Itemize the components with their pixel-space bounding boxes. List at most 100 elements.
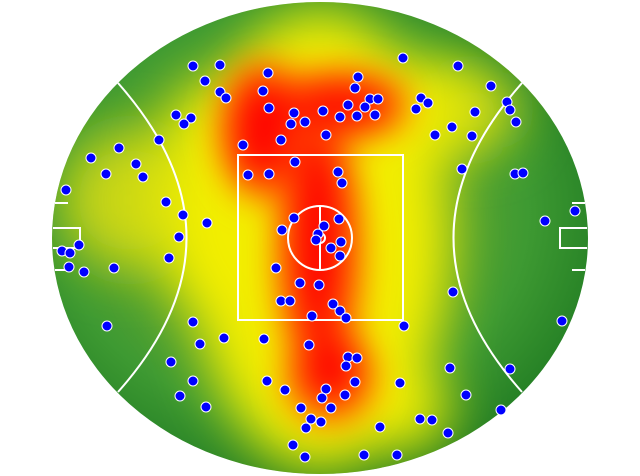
point: [466, 130, 478, 142]
point: [237, 139, 249, 151]
point: [288, 107, 300, 119]
point: [60, 184, 72, 196]
point: [200, 401, 212, 413]
point: [295, 402, 307, 414]
point: [262, 67, 274, 79]
point: [460, 389, 472, 401]
point: [270, 262, 282, 274]
point: [442, 427, 454, 439]
point: [349, 376, 361, 388]
point: [358, 449, 370, 461]
point: [414, 413, 426, 425]
point: [517, 167, 529, 179]
point: [336, 177, 348, 189]
point: [299, 116, 311, 128]
point: [257, 85, 269, 97]
point: [101, 320, 113, 332]
point: [100, 168, 112, 180]
point: [556, 315, 568, 327]
point: [187, 60, 199, 72]
point: [351, 352, 363, 364]
point: [242, 169, 254, 181]
point: [85, 152, 97, 164]
point: [108, 262, 120, 274]
point: [294, 277, 306, 289]
point: [285, 118, 297, 130]
points: [56, 52, 581, 463]
point: [187, 375, 199, 387]
point: [153, 134, 165, 146]
point: [299, 451, 311, 463]
point: [398, 320, 410, 332]
point: [349, 82, 361, 94]
point: [263, 168, 275, 180]
point: [374, 421, 386, 433]
point: [113, 142, 125, 154]
point: [194, 338, 206, 350]
point: [218, 332, 230, 344]
point: [394, 377, 406, 389]
point: [160, 196, 172, 208]
point: [452, 60, 464, 72]
point: [317, 105, 329, 117]
point: [310, 234, 322, 246]
point: [510, 116, 522, 128]
point: [447, 286, 459, 298]
point: [351, 110, 363, 122]
point: [173, 231, 185, 243]
point: [429, 129, 441, 141]
point: [199, 75, 211, 87]
point: [130, 158, 142, 170]
point: [64, 247, 76, 259]
point: [289, 156, 301, 168]
point: [410, 103, 422, 115]
point: [391, 449, 403, 461]
point: [263, 102, 275, 114]
point: [276, 224, 288, 236]
point: [303, 339, 315, 351]
point: [340, 312, 352, 324]
point: [170, 109, 182, 121]
point: [178, 118, 190, 130]
point: [316, 392, 328, 404]
point: [284, 295, 296, 307]
point: [495, 404, 507, 416]
point: [422, 97, 434, 109]
point: [300, 422, 312, 434]
point: [334, 305, 346, 317]
point: [287, 439, 299, 451]
heatmap: [52, 2, 588, 474]
point: [214, 59, 226, 71]
point: [335, 236, 347, 248]
point: [325, 242, 337, 254]
point: [372, 93, 384, 105]
point: [305, 413, 317, 425]
point: [220, 92, 232, 104]
point: [485, 80, 497, 92]
point: [177, 209, 189, 221]
point: [201, 217, 213, 229]
point: [340, 360, 352, 372]
point: [137, 171, 149, 183]
point: [73, 239, 85, 251]
point: [332, 166, 344, 178]
point: [504, 363, 516, 375]
point: [369, 109, 381, 121]
point: [320, 383, 332, 395]
point: [185, 112, 197, 124]
point: [342, 351, 354, 363]
point: [78, 266, 90, 278]
point: [325, 402, 337, 414]
point: [327, 298, 339, 310]
point: [313, 279, 325, 291]
point: [174, 390, 186, 402]
point: [165, 356, 177, 368]
point: [306, 310, 318, 322]
point: [63, 261, 75, 273]
point: [397, 52, 409, 64]
point: [334, 111, 346, 123]
point: [315, 416, 327, 428]
point: [288, 212, 300, 224]
point: [352, 71, 364, 83]
point: [258, 333, 270, 345]
